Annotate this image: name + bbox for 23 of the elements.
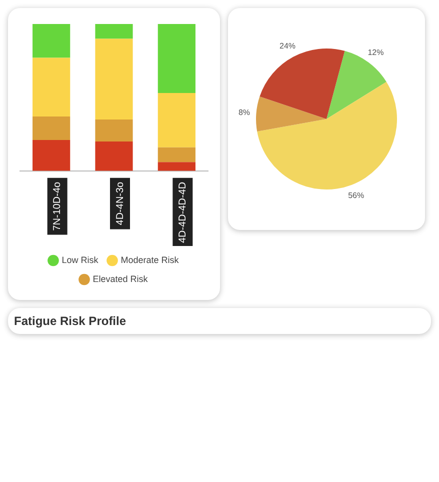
- data-label: 56%: [348, 191, 364, 200]
- legend-label: Elevated Risk: [92, 274, 148, 284]
- x-tick-label: 4D-4D-4D-4D: [177, 182, 188, 243]
- bar: [95, 38, 133, 120]
- legend-label: Moderate Risk: [120, 254, 180, 265]
- bar: [32, 116, 70, 140]
- bar: [32, 58, 70, 117]
- bar: [158, 24, 196, 94]
- data-label: 24%: [280, 41, 296, 50]
- bar: [32, 24, 70, 58]
- bar: [95, 142, 133, 171]
- bar: [158, 147, 196, 162]
- bar: [95, 24, 133, 39]
- data-label: 8%: [238, 108, 250, 118]
- legend-label: Low Risk: [62, 254, 99, 265]
- x-tick-label: 4D-4N-3o: [114, 181, 126, 226]
- bar: [95, 119, 133, 142]
- bar: [158, 162, 196, 171]
- data-label: 12%: [368, 48, 384, 57]
- bar: [158, 93, 196, 148]
- bar: [32, 140, 70, 171]
- text: Fatigue Risk Profile: [14, 314, 128, 328]
- x-tick-label: 7N-10D-4o: [52, 181, 64, 231]
